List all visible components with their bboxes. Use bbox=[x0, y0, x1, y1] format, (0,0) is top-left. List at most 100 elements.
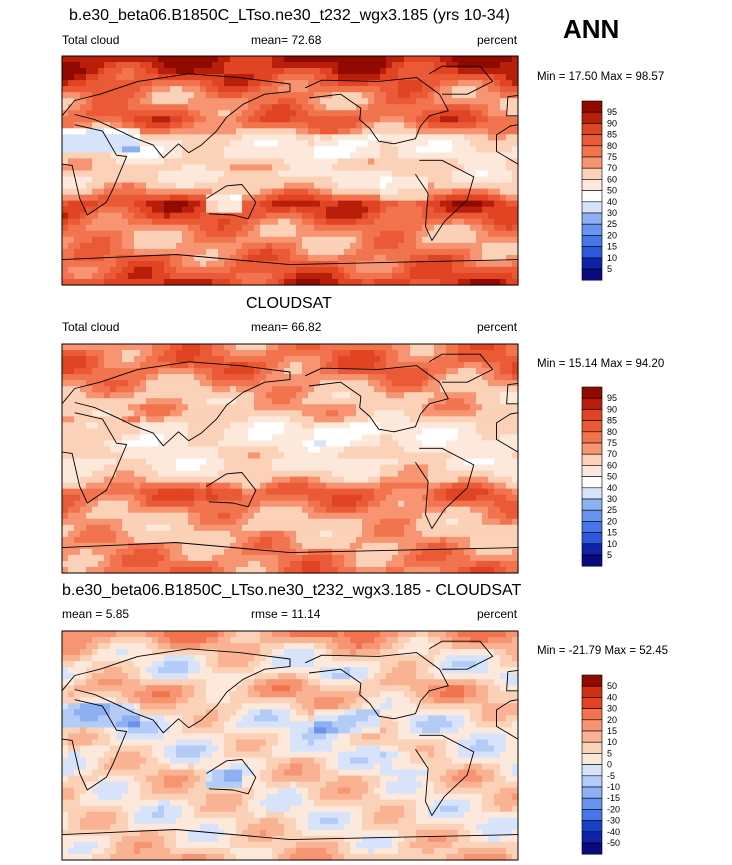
colorbar-label: -10 bbox=[607, 782, 620, 792]
colorbar-box bbox=[581, 453, 603, 466]
colorbar-box bbox=[581, 167, 603, 180]
panel2-units-label: percent bbox=[477, 320, 518, 334]
coastlines bbox=[61, 640, 519, 841]
colorbar-label: -20 bbox=[607, 804, 620, 814]
colorbar-label: 15 bbox=[607, 528, 617, 538]
colorbar-box bbox=[581, 809, 603, 821]
colorbar-label: 80 bbox=[607, 141, 617, 151]
colorbar-label: -50 bbox=[607, 838, 620, 848]
colorbar-label: -30 bbox=[607, 816, 620, 826]
colorbar-box bbox=[581, 543, 603, 556]
map-frame bbox=[61, 630, 519, 861]
colorbar-box bbox=[581, 532, 603, 545]
colorbar-label: 15 bbox=[607, 726, 617, 736]
colorbar-box bbox=[581, 465, 603, 477]
colorbar-label: 40 bbox=[607, 692, 617, 702]
colorbar-box bbox=[581, 223, 603, 236]
panel1-units-label: percent bbox=[477, 33, 518, 47]
colorbar-box bbox=[581, 397, 603, 410]
colorbar-label: 80 bbox=[607, 427, 617, 437]
colorbar-label: 30 bbox=[607, 494, 617, 504]
colorbar-label: 40 bbox=[607, 197, 617, 207]
colorbar-label: 85 bbox=[607, 416, 617, 426]
colorbar-label: 75 bbox=[607, 152, 617, 162]
colorbar-box bbox=[581, 134, 603, 147]
colorbar-label: 30 bbox=[607, 208, 617, 218]
colorbar-box bbox=[581, 268, 603, 281]
colorbar-box bbox=[581, 201, 603, 214]
colorbar-box bbox=[581, 685, 603, 698]
colorbar-label: 10 bbox=[607, 539, 617, 549]
colorbar-box bbox=[581, 476, 603, 489]
colorbar-label: 10 bbox=[607, 253, 617, 263]
panel2-minmax: Min = 15.14 Max = 94.20 bbox=[537, 358, 665, 370]
colorbar-box bbox=[581, 820, 603, 833]
colorbar-label: -40 bbox=[607, 827, 620, 837]
colorbar-label: -15 bbox=[607, 793, 620, 803]
colorbar-box bbox=[581, 730, 603, 743]
colorbar-label: 50 bbox=[607, 472, 617, 482]
colorbar-box bbox=[581, 179, 603, 191]
colorbar-label: 20 bbox=[607, 230, 617, 240]
colorbar-label: 0 bbox=[607, 760, 612, 770]
colorbar-box bbox=[581, 145, 603, 158]
colorbar-label: 5 bbox=[607, 264, 612, 274]
colorbar-box bbox=[581, 775, 603, 788]
colorbar-box bbox=[581, 498, 603, 511]
colorbar-box bbox=[581, 190, 603, 203]
colorbar-box bbox=[581, 509, 603, 522]
colorbar-box bbox=[581, 257, 603, 270]
colorbar-box bbox=[581, 386, 603, 399]
panel1-minmax: Min = 17.50 Max = 98.57 bbox=[537, 71, 665, 83]
colorbar-label: 90 bbox=[607, 404, 617, 414]
colorbar-box bbox=[581, 753, 603, 765]
colorbar-label: 50 bbox=[607, 186, 617, 196]
colorbar-box bbox=[581, 741, 603, 754]
panel1-variable-label: Total cloud bbox=[62, 33, 120, 47]
map-field bbox=[62, 631, 519, 861]
colorbar-box bbox=[581, 100, 603, 113]
panel2-variable-label: Total cloud bbox=[62, 320, 120, 334]
colorbar-label: 95 bbox=[607, 393, 617, 403]
colorbar-label: 20 bbox=[607, 715, 617, 725]
panel2-title: CLOUDSAT bbox=[246, 295, 332, 312]
colorbar-box bbox=[581, 797, 603, 810]
colorbar-box bbox=[581, 764, 603, 777]
colorbar-label: 5 bbox=[607, 748, 612, 758]
panel3-units-label: percent bbox=[477, 607, 518, 621]
colorbar-box bbox=[581, 521, 603, 533]
colorbar-box bbox=[581, 487, 603, 500]
colorbar-label: 70 bbox=[607, 449, 617, 459]
colorbar-label: 75 bbox=[607, 438, 617, 448]
panel1-map bbox=[61, 55, 519, 286]
colorbar-label: 70 bbox=[607, 163, 617, 173]
colorbar-box bbox=[581, 442, 603, 455]
panel1-mean-label: mean= 72.68 bbox=[251, 33, 322, 47]
colorbar-label: 5 bbox=[607, 550, 612, 560]
colorbar-label: -5 bbox=[607, 771, 615, 781]
colorbar-box bbox=[581, 831, 603, 844]
colorbar-label: 90 bbox=[607, 118, 617, 128]
colorbar-label: 50 bbox=[607, 681, 617, 691]
colorbar-box bbox=[581, 708, 603, 721]
colorbar-box bbox=[581, 719, 603, 732]
colorbar-label: 40 bbox=[607, 483, 617, 493]
colorbar-box bbox=[581, 431, 603, 444]
colorbar-label: 85 bbox=[607, 130, 617, 140]
panel3-rmse-label: rmse = 11.14 bbox=[251, 607, 321, 621]
panel1-title: b.e30_beta06.B1850C_LTso.ne30_t232_wgx3.… bbox=[69, 7, 510, 24]
colorbar-box bbox=[581, 420, 603, 433]
colorbar-box bbox=[581, 554, 603, 567]
season-label: ANN bbox=[563, 14, 620, 44]
coastlines bbox=[61, 353, 519, 554]
colorbar-box bbox=[581, 674, 603, 687]
panel2-map bbox=[61, 343, 519, 574]
colorbar-label: 20 bbox=[607, 516, 617, 526]
map-field bbox=[62, 56, 519, 286]
colorbar-label: 15 bbox=[607, 242, 617, 252]
colorbar-label: 25 bbox=[607, 219, 617, 229]
colorbar-box bbox=[581, 409, 603, 421]
